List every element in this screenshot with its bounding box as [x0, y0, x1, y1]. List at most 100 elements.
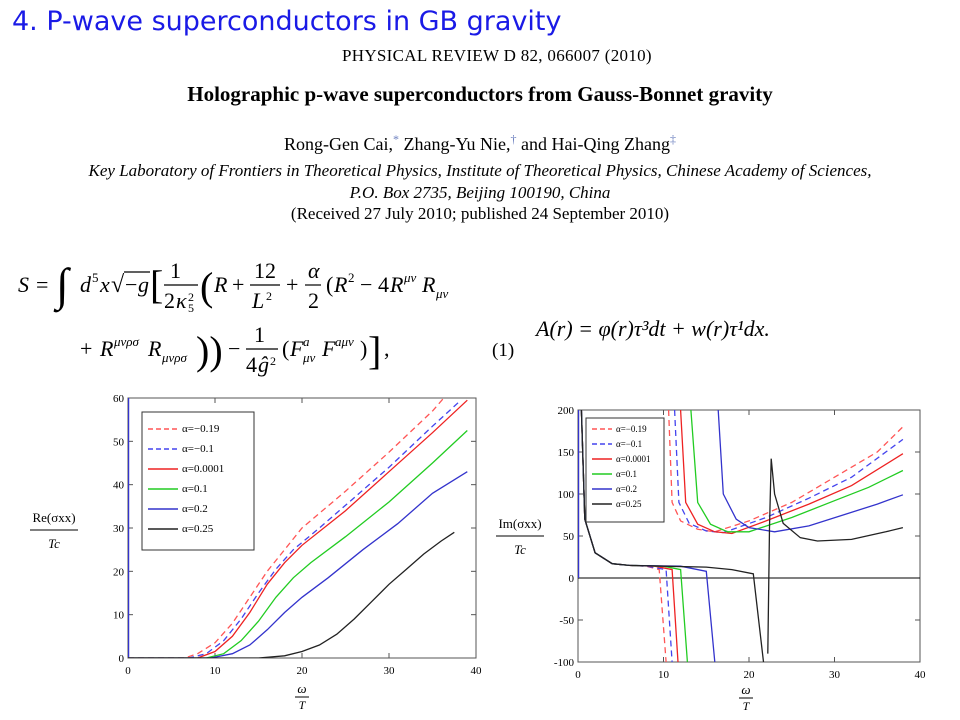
- x-axis-label-denominator: T: [299, 698, 307, 712]
- legend: α=−0.19 α=−0.1 α=0.0001 α=0.1 α=0.2 α=0.25: [141, 411, 255, 551]
- y-tick-label: 200: [558, 405, 575, 417]
- author-footnote-mark: †: [510, 132, 517, 146]
- svg-text:g: g: [138, 272, 149, 297]
- x-tick-label: 40: [471, 665, 483, 677]
- x-tick-label: 0: [125, 665, 131, 677]
- y-axis-label-denominator: Tc: [514, 542, 526, 557]
- svg-text:+: +: [232, 272, 244, 297]
- affiliation: Key Laboratory of Frontiers in Theoretic…: [0, 160, 960, 204]
- real-conductivity-plot: 0 10 20 30 40 0 10 20 30 40 50 60 α=−0.19 α=−0.1 α=0.0…: [30, 393, 483, 712]
- svg-text:1: 1: [170, 258, 181, 283]
- svg-text:μν: μν: [435, 286, 449, 301]
- legend-label: α=0.1: [182, 483, 208, 495]
- equation-number: (1): [492, 340, 515, 361]
- y-tick-label: 50: [113, 436, 125, 448]
- x-tick-label: 0: [575, 669, 581, 681]
- x-axis-label: ωT: [295, 681, 309, 712]
- svg-text:L: L: [251, 288, 264, 313]
- y-axis-label: Im(σxx) Tc: [496, 516, 544, 557]
- svg-text:√: √: [111, 272, 125, 298]
- x-tick-label: 40: [915, 669, 927, 681]
- svg-text:F: F: [321, 336, 336, 361]
- slide-title: 4. P-wave superconductors in GB gravity: [12, 6, 562, 37]
- y-axis-label-numerator: Re(σxx): [32, 510, 75, 525]
- svg-text:5: 5: [188, 301, 194, 315]
- svg-text:κ: κ: [176, 288, 187, 313]
- y-axis-label-denominator: Tc: [48, 536, 60, 551]
- svg-text:): ): [360, 336, 367, 361]
- legend-box: [141, 411, 255, 551]
- x-axis-label: ωT: [739, 682, 753, 713]
- author-name: Rong-Gen Cai,: [284, 134, 394, 154]
- x-tick-label: 10: [658, 669, 670, 681]
- legend-label: α=−0.1: [616, 439, 642, 449]
- svg-text:)): )): [196, 328, 223, 373]
- y-tick-label: 20: [113, 566, 125, 578]
- svg-text:S: S: [18, 272, 29, 297]
- svg-text:5: 5: [92, 270, 99, 285]
- series-line: [128, 531, 455, 658]
- legend-label: α=−0.1: [182, 443, 214, 455]
- svg-text:μνρσ: μνρσ: [113, 334, 140, 349]
- affiliation-line: Key Laboratory of Frontiers in Theoretic…: [88, 161, 872, 180]
- svg-text:+: +: [286, 272, 298, 297]
- svg-text:R: R: [147, 336, 162, 361]
- x-tick-label: 20: [297, 665, 309, 677]
- x-tick-label: 10: [210, 665, 222, 677]
- series-line: [128, 399, 468, 658]
- svg-text:1: 1: [254, 322, 265, 347]
- svg-text:μν: μν: [302, 350, 316, 365]
- legend-label: α=0.1: [616, 469, 637, 479]
- svg-text:μνρσ: μνρσ: [161, 350, 188, 365]
- received-date: (Received 27 July 2010; published 24 Sep…: [290, 204, 670, 223]
- svg-text:]: ]: [368, 328, 381, 373]
- svg-text:a: a: [303, 334, 310, 349]
- x-axis-label-numerator: ω: [741, 682, 750, 697]
- legend-label: α=0.2: [616, 484, 637, 494]
- svg-text:=: =: [36, 272, 48, 297]
- author-line: Rong-Gen Cai,* Zhang-Yu Nie,† and Hai-Qi…: [0, 132, 960, 155]
- y-tick-label: -100: [554, 657, 575, 669]
- series-line: [128, 471, 468, 658]
- y-tick-label: 60: [113, 393, 125, 405]
- svg-text:aμν: aμν: [335, 334, 354, 349]
- y-tick-label: 40: [113, 480, 125, 492]
- author-footnote-mark: *: [393, 132, 400, 146]
- legend-label: α=0.0001: [616, 454, 651, 464]
- svg-text:R: R: [389, 272, 404, 297]
- x-axis-label-numerator: ω: [297, 681, 306, 696]
- y-axis-label: Re(σxx) Tc: [30, 510, 78, 551]
- svg-text:∫: ∫: [53, 259, 71, 313]
- author-name: Zhang-Yu Nie,: [403, 134, 511, 154]
- legend-label: α=0.25: [182, 523, 214, 535]
- svg-text:F: F: [289, 336, 304, 361]
- svg-text:[: [: [150, 262, 163, 307]
- y-tick-label: 30: [113, 523, 125, 535]
- svg-text:2: 2: [348, 270, 355, 285]
- x-axis-label-denominator: T: [743, 699, 751, 713]
- svg-text:12: 12: [254, 258, 276, 283]
- y-tick-label: 150: [558, 447, 575, 459]
- series-line: [128, 430, 468, 658]
- svg-text:d: d: [80, 272, 92, 297]
- series-line: [580, 410, 904, 662]
- svg-text:2: 2: [266, 289, 272, 303]
- imaginary-conductivity-plot: 0 10 20 30 40-100-50050100150200α=−0.19α=−0.…: [496, 405, 927, 713]
- svg-text:4: 4: [246, 352, 257, 377]
- svg-text:(: (: [282, 336, 289, 361]
- y-tick-label: -50: [559, 615, 574, 627]
- svg-text:4: 4: [378, 272, 389, 297]
- y-tick-label: 0: [569, 573, 575, 585]
- gauge-field-ansatz: A(r) = φ(r)τ³dt + w(r)τ¹dx.: [536, 316, 770, 341]
- svg-text:α: α: [308, 258, 320, 283]
- svg-text:(: (: [200, 264, 213, 309]
- svg-text:2: 2: [164, 288, 175, 313]
- svg-text:μν: μν: [403, 270, 417, 285]
- svg-text:+: +: [80, 336, 92, 361]
- x-tick-label: 20: [744, 669, 756, 681]
- svg-text:2: 2: [308, 288, 319, 313]
- svg-text:2: 2: [270, 354, 276, 368]
- y-tick-label: 10: [113, 610, 125, 622]
- svg-text:,: ,: [384, 336, 390, 361]
